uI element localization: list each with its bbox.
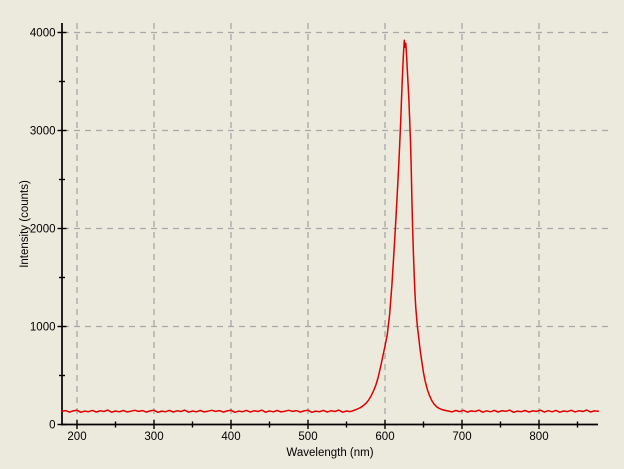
y-tick-label: 1000 bbox=[30, 322, 56, 334]
y-axis-title: Intensity (counts) bbox=[19, 180, 31, 268]
x-tick-label: 700 bbox=[452, 431, 471, 443]
spectrum-trace bbox=[60, 39, 600, 414]
x-tick-label: 400 bbox=[221, 431, 240, 443]
y-tick-label: 3000 bbox=[30, 126, 56, 138]
axis-ticks bbox=[57, 31, 579, 429]
x-axis-title: Wavelength (nm) bbox=[286, 447, 374, 459]
x-tick-label: 300 bbox=[144, 431, 163, 443]
gridlines bbox=[63, 23, 612, 421]
x-tick-label: 600 bbox=[375, 431, 394, 443]
x-tick-label: 200 bbox=[67, 431, 86, 443]
axis-tick-labels: 200 300 400 500 600 700 800 0 1000 2000 3000 4000 bbox=[30, 28, 549, 444]
x-tick-label: 500 bbox=[298, 431, 317, 443]
y-tick-label: 4000 bbox=[30, 28, 56, 40]
x-tick-label: 800 bbox=[529, 431, 548, 443]
axes bbox=[61, 23, 598, 426]
y-tick-label: 2000 bbox=[30, 224, 56, 236]
y-tick-label: 0 bbox=[49, 420, 55, 432]
